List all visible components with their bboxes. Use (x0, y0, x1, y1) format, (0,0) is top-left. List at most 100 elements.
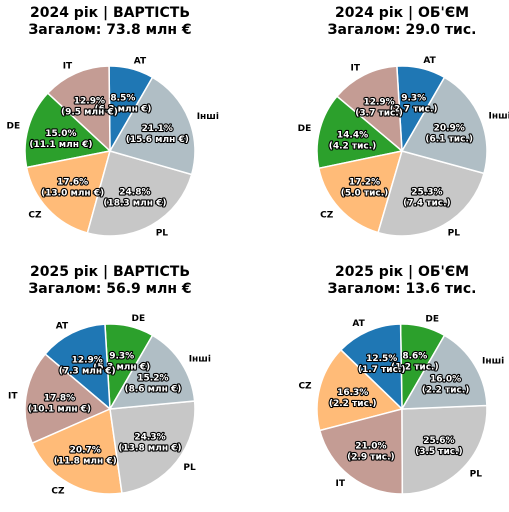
slice-percent-label: 12.9% (74, 96, 105, 106)
slice-label: PL (183, 463, 196, 473)
pie-slice-pl (109, 400, 196, 495)
slice-percent-label: 15.2% (137, 374, 168, 384)
slice-percent-label: 24.8% (119, 188, 150, 198)
slice-value-label: (8.6 млн €) (124, 385, 181, 395)
slice-value-label: (7.3 млн €) (59, 366, 116, 376)
slice-label: Інші (189, 354, 211, 365)
slice-percent-label: 12.9% (72, 355, 103, 365)
slice-label: Інші (482, 356, 504, 367)
pie-slice-it (46, 65, 111, 153)
slice-label: DE (425, 315, 439, 325)
slice-label: IT (63, 62, 73, 72)
chart-title: 2024 рік | ВАРТІСТЬ (30, 5, 190, 21)
slice-label: AT (134, 57, 147, 67)
pie-slice-other (400, 334, 488, 410)
chart-subtitle: Загалом: 73.8 млн € (28, 22, 191, 38)
slice-percent-label: 16.0% (430, 375, 461, 385)
slice-percent-label: 8.5% (110, 94, 135, 104)
slice-percent-label: 17.8% (44, 394, 75, 404)
slice-value-label: (2.7 тис.) (390, 104, 438, 114)
pie-plot: AT 9.3%(2.7 тис.) IT 12.9%(3.7 тис.) DE 14.4%… (298, 56, 509, 239)
slice-label: AT (423, 56, 436, 66)
slice-percent-label: 20.9% (434, 124, 465, 134)
slice-percent-label: 16.3% (337, 388, 368, 398)
slice-label: DE (298, 124, 312, 134)
slice-value-label: (3.5 тис.) (415, 447, 463, 457)
chart-subtitle: Загалом: 13.6 тис. (328, 281, 477, 297)
slice-label: PL (448, 229, 461, 239)
slice-value-label: (18.3 млн €) (103, 199, 166, 209)
chart-title: 2025 рік | ВАРТІСТЬ (30, 264, 190, 280)
chart-2024-volume: 2024 рік | ОБ'ЄМ Загалом: 29.0 тис. AT 9.… (298, 5, 509, 239)
slice-label: IT (8, 392, 18, 402)
slice-value-label: (3.7 тис.) (355, 108, 403, 118)
slice-label: PL (156, 229, 169, 239)
slice-percent-label: 17.2% (349, 178, 380, 188)
slice-value-label: (1.7 тис.) (358, 365, 406, 375)
pie-slice-de (316, 95, 404, 170)
chart-title: 2025 рік | ОБ'ЄМ (335, 264, 469, 280)
slice-percent-label: 25.3% (411, 188, 442, 198)
slice-percent-label: 14.4% (337, 131, 368, 141)
pie-slice-it (24, 353, 112, 445)
slice-percent-label: 12.9% (363, 97, 394, 107)
slice-label: PL (470, 470, 483, 480)
slice-value-label: (6.3 млн €) (94, 105, 151, 115)
pie-slice-it (318, 408, 404, 495)
pie-slice-it (335, 65, 403, 153)
slice-value-label: (5.3 млн €) (93, 362, 150, 372)
slice-label: DE (6, 122, 20, 132)
slice-label: CZ (28, 211, 42, 221)
slice-value-label: (4.2 тис.) (329, 142, 377, 152)
slice-value-label: (5.0 тис.) (341, 189, 389, 199)
slice-value-label: (2.2 тис.) (329, 399, 377, 409)
slice-label: AT (56, 321, 69, 331)
slice-label: AT (352, 319, 365, 329)
chart-2025-value: 2025 рік | ВАРТІСТЬ Загалом: 56.9 млн € … (8, 264, 211, 497)
pie-slice-at (339, 323, 403, 411)
slice-value-label: (2.9 тис.) (347, 452, 395, 462)
pie-slice-cz (317, 150, 404, 234)
slice-value-label: (11.1 млн €) (29, 140, 92, 150)
chart-title: 2024 рік | ОБ'ЄМ (335, 5, 469, 21)
slice-value-label: (10.1 млн €) (28, 405, 91, 415)
slice-label: CZ (298, 381, 312, 391)
pie-slice-de (24, 92, 112, 169)
slice-percent-label: 8.6% (402, 352, 427, 362)
slice-label: Інші (197, 111, 219, 122)
slice-percent-label: 15.0% (45, 129, 76, 139)
slice-percent-label: 20.7% (70, 446, 101, 456)
pie-slice-other (108, 76, 196, 176)
pie-plot: AT 8.5%(6.3 млн €) IT 12.9%(9.5 млн €) DE 15.… (6, 57, 218, 239)
slice-value-label: (1.2 тис.) (391, 363, 439, 373)
slice-value-label: (9.5 млн €) (61, 107, 118, 117)
chart-subtitle: Загалом: 56.9 млн € (28, 281, 191, 297)
pie-slice-at (44, 323, 111, 411)
slice-percent-label: 25.6% (423, 436, 454, 446)
slice-label: IT (336, 479, 346, 489)
pie-slice-pl (401, 404, 488, 495)
chart-2025-volume: 2025 рік | ОБ'ЄМ Загалом: 13.6 тис. DE 8.… (298, 264, 504, 495)
pie-plot: DE 9.3%(5.3 млн €) AT 12.9%(7.3 млн €) IT 17.… (8, 314, 211, 497)
slice-percent-label: 21.1% (142, 124, 173, 134)
chart-subtitle: Загалом: 29.0 тис. (328, 22, 477, 38)
chart-2024-value: 2024 рік | ВАРТІСТЬ Загалом: 73.8 млн € … (6, 5, 218, 239)
pie-slice-other (108, 334, 196, 410)
slice-label: Інші (489, 110, 509, 121)
slice-percent-label: 17.6% (57, 178, 88, 188)
slice-value-label: (15.6 млн €) (126, 135, 189, 145)
slice-value-label: (7.4 тис.) (403, 199, 451, 209)
slice-percent-label: 24.3% (134, 433, 165, 443)
pie-plot: DE 8.6%(1.2 тис.) AT 12.5%(1.7 тис.) CZ 16.3%… (298, 315, 504, 495)
pie-slice-pl (86, 150, 193, 237)
slice-label: IT (351, 64, 361, 74)
slice-value-label: (6.1 тис.) (425, 135, 473, 145)
slice-label: CZ (51, 487, 65, 497)
slice-label: CZ (320, 210, 334, 220)
slice-percent-label: 9.3% (401, 93, 426, 103)
slice-value-label: (2.2 тис.) (422, 386, 470, 396)
pie-slice-cz (316, 348, 404, 432)
slice-value-label: (13.0 млн €) (41, 189, 104, 199)
pie-slice-other (400, 76, 488, 175)
